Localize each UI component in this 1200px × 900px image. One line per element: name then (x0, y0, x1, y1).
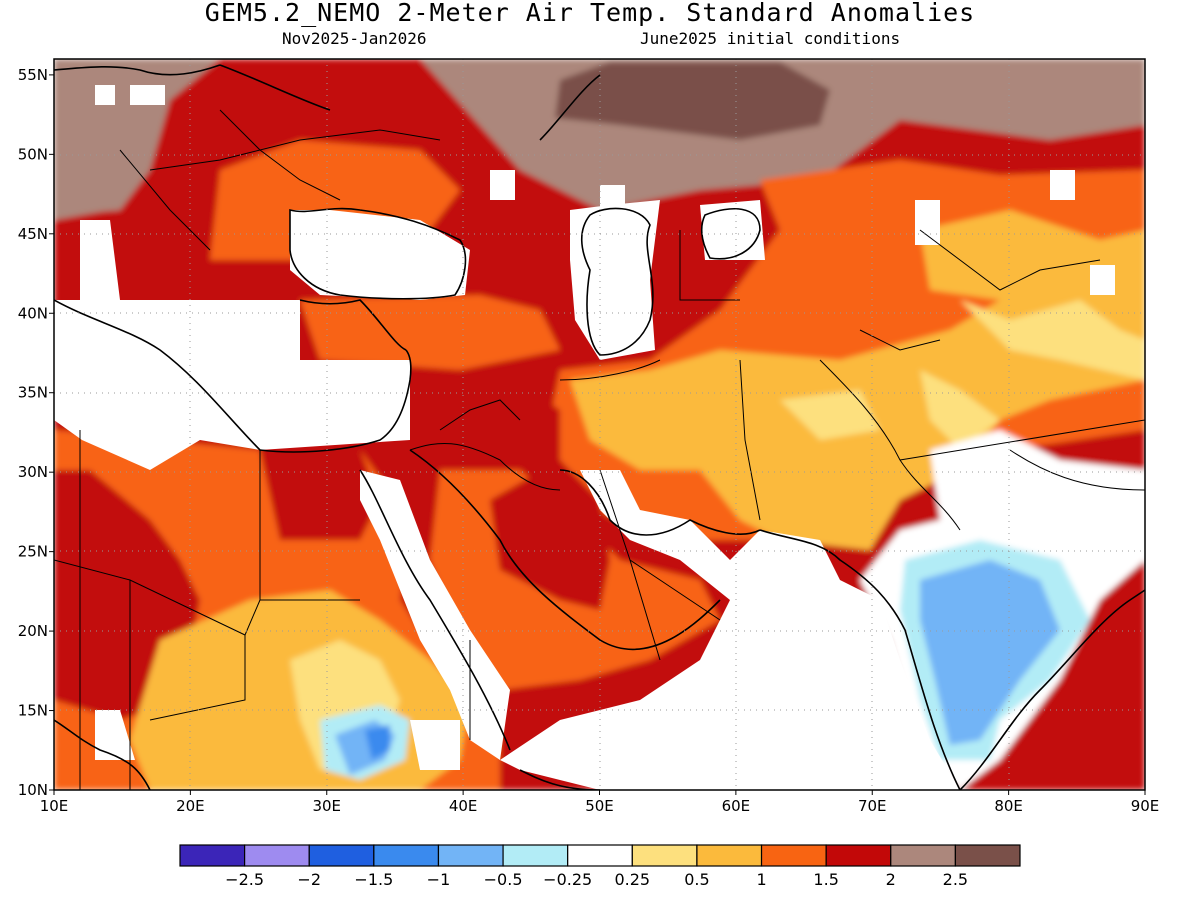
colorbar-label: −2.5 (225, 870, 264, 889)
lat-tick-label: 10N (18, 781, 48, 799)
colorbar-label: −0.5 (484, 870, 523, 889)
colorbar-label: −0.25 (543, 870, 592, 889)
masked-ocean-areas (54, 85, 1115, 790)
colorbar-swatch (890, 844, 956, 867)
lat-tick-label: 45N (18, 225, 48, 243)
colorbar-swatch (954, 844, 1021, 867)
colorbar-swatch (179, 844, 246, 867)
colorbar-label: 0.25 (614, 870, 650, 889)
initial-conditions: June2025 initial conditions (640, 29, 901, 48)
colorbar-swatch (696, 844, 763, 867)
country-borders (54, 109, 1145, 790)
lon-tick-label: 30E (312, 797, 341, 815)
colorbar-label: 0.5 (684, 870, 709, 889)
colorbar-label: −1.5 (354, 870, 393, 889)
lon-tick-label: 40E (449, 797, 478, 815)
colorbar-swatch (502, 844, 569, 867)
colorbar-label: 1 (756, 870, 766, 889)
lat-tick-label: 25N (18, 543, 48, 561)
colorbar-swatch (373, 844, 440, 867)
lon-tick-label: 80E (994, 797, 1023, 815)
lon-tick-label: 60E (722, 797, 751, 815)
anomaly-fill-layer (54, 59, 1145, 790)
lat-tick-label: 35N (18, 384, 48, 402)
colorbar-label: 1.5 (813, 870, 838, 889)
lat-tick-label: 50N (18, 145, 48, 163)
colorbar-swatch (308, 844, 375, 867)
colorbar-label: 2.5 (943, 870, 968, 889)
colorbar-label: −2 (297, 870, 321, 889)
lon-tick-label: 20E (176, 797, 205, 815)
colorbar-label: −1 (427, 870, 451, 889)
colorbar-label: 2 (886, 870, 896, 889)
lat-tick-label: 55N (18, 66, 48, 84)
colorbar-swatch (631, 844, 698, 867)
colorbar-swatch (244, 844, 310, 867)
colorbar-swatch (825, 844, 892, 867)
map-title: GEM5.2_NEMO 2-Meter Air Temp. Standard A… (204, 0, 976, 27)
lat-tick-label: 20N (18, 622, 48, 640)
colorbar-swatch (437, 844, 504, 867)
coastlines (54, 64, 1145, 790)
lon-tick-label: 50E (585, 797, 614, 815)
colorbar-swatch (567, 844, 633, 867)
lat-tick-label: 40N (18, 304, 48, 322)
lon-tick-label: 70E (858, 797, 887, 815)
colorbar-swatch (760, 844, 827, 867)
lat-tick-label: 30N (18, 463, 48, 481)
lat-tick-label: 15N (18, 702, 48, 720)
lon-tick-label: 10E (40, 797, 69, 815)
lon-tick-label: 90E (1131, 797, 1160, 815)
forecast-period: Nov2025-Jan2026 (282, 29, 427, 48)
